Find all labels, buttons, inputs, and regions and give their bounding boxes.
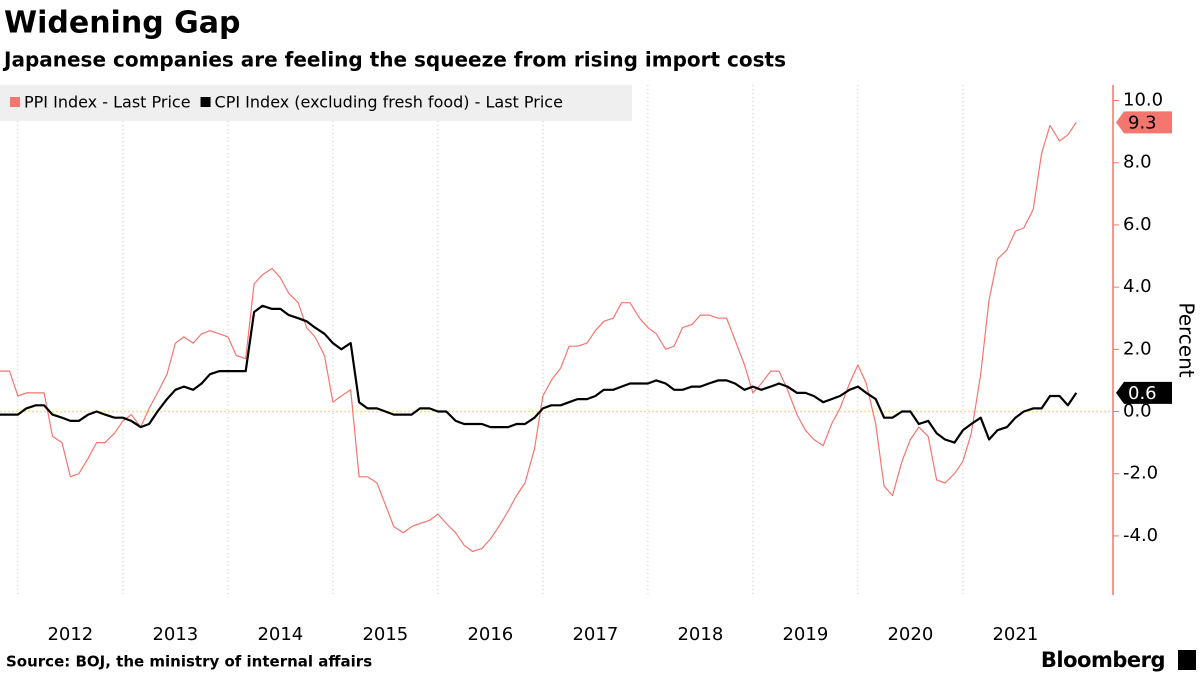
- legend-label: PPI Index - Last Price: [24, 93, 191, 112]
- x-tick-label: 2020: [887, 624, 933, 645]
- chart-subtitle: Japanese companies are feeling the squee…: [2, 48, 786, 72]
- x-tick-label: 2016: [467, 624, 513, 645]
- brand: Bloomberg: [1041, 648, 1165, 672]
- legend-background: [0, 85, 632, 121]
- x-tick-label: 2019: [782, 624, 828, 645]
- y-tick-label: 8.0: [1123, 152, 1152, 173]
- last-value-tag: [1116, 381, 1172, 404]
- y-tick-label: -4.0: [1123, 525, 1158, 546]
- y-tick-label: 10.0: [1123, 90, 1163, 111]
- series-line: [0, 304, 1078, 444]
- last-value-tag: [1116, 111, 1172, 134]
- x-tick-label: 2018: [677, 624, 723, 645]
- last-value-label: 0.6: [1128, 383, 1157, 404]
- x-tick-label: 2013: [152, 624, 198, 645]
- brand-icon: [1178, 650, 1196, 670]
- source: Source: BOJ, the ministry of internal af…: [6, 653, 372, 671]
- series-line: [0, 121, 1077, 553]
- legend-label: CPI Index (excluding fresh food) - Last …: [215, 93, 563, 112]
- x-tick-label: 2015: [362, 624, 408, 645]
- y-tick-label: -2.0: [1123, 463, 1158, 484]
- x-tick-label: 2014: [257, 624, 303, 645]
- legend-swatch: [200, 97, 211, 107]
- y-tick-label: 0.0: [1123, 401, 1152, 422]
- chart-title: Widening Gap: [4, 6, 240, 41]
- x-tick-label: 2017: [572, 624, 618, 645]
- legend-swatch: [10, 97, 20, 107]
- y-tick-label: 2.0: [1123, 338, 1152, 359]
- y-tick-label: 6.0: [1123, 214, 1152, 235]
- y-tick-label: 4.0: [1123, 276, 1152, 297]
- x-tick-label: 2021: [992, 624, 1038, 645]
- last-value-label: 9.3: [1128, 112, 1157, 133]
- x-tick-label: 2012: [47, 624, 93, 645]
- y-axis-label: Percent: [1175, 302, 1199, 377]
